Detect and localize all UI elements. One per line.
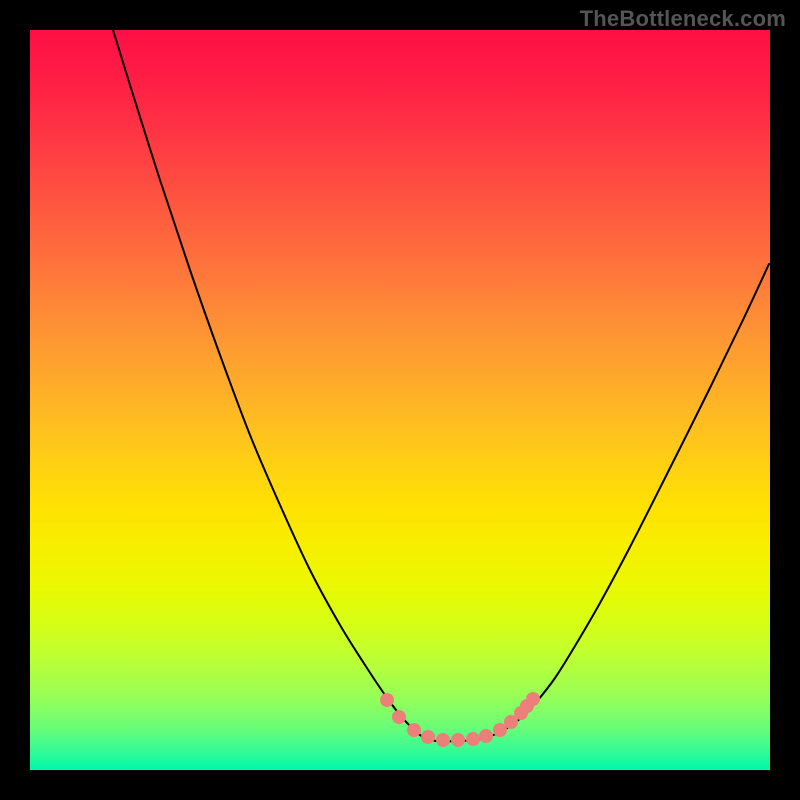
data-marker	[526, 692, 540, 706]
plot-area	[30, 30, 770, 770]
data-marker	[436, 733, 450, 747]
data-marker	[451, 733, 465, 747]
data-marker	[407, 723, 421, 737]
data-marker	[392, 710, 406, 724]
gradient-background	[30, 30, 770, 770]
chart-svg	[30, 30, 770, 770]
data-marker	[479, 729, 493, 743]
data-marker	[421, 730, 435, 744]
data-marker	[380, 693, 394, 707]
watermark-text: TheBottleneck.com	[580, 6, 786, 32]
data-marker	[466, 732, 480, 746]
chart-frame: TheBottleneck.com	[0, 0, 800, 800]
